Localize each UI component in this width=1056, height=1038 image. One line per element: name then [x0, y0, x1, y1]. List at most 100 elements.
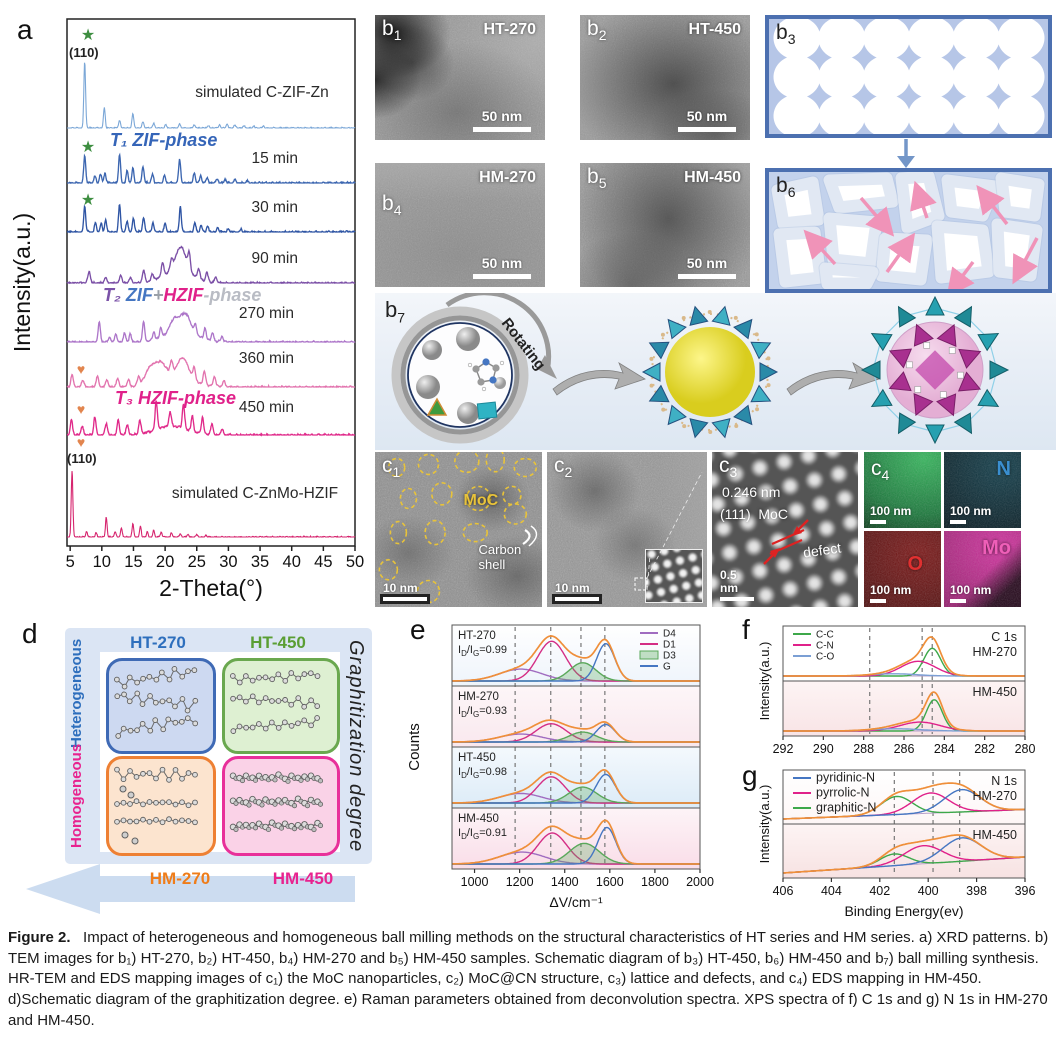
d-spacing-annotation: 0.246 nm [722, 484, 781, 500]
graphitization-degree-label: Graphitization degree [345, 640, 367, 853]
svg-text:HT-270: HT-270 [458, 630, 496, 642]
panel-tag-b6: b6 [776, 174, 796, 201]
svg-text:Binding Energy(ev): Binding Energy(ev) [844, 903, 963, 919]
svg-text:HM-270: HM-270 [973, 789, 1018, 803]
svg-text:pyridinic-N: pyridinic-N [816, 771, 875, 785]
element-symbol-n: N [996, 458, 1011, 480]
left-arrow-icon [26, 864, 355, 914]
svg-text:HM-450: HM-450 [973, 685, 1018, 699]
caption-figure-number: Figure 2. [8, 929, 71, 946]
panel-label-d: d [22, 618, 38, 649]
sample-name: HT-450 [688, 21, 741, 38]
lattice-image-c3: c3 0.246 nm (111) MoC defect 0.5 nm [712, 452, 858, 607]
scale-bar: 0.5 nm [720, 568, 754, 601]
tem-image-b1-ht270: b1 HT-270 50 nm [375, 15, 545, 140]
scale-bar: 100 nm [870, 504, 911, 524]
panel-tag-b4: b4 [382, 192, 402, 219]
svg-text:graphitic-N: graphitic-N [816, 801, 876, 815]
svg-text:pyrrolic-N: pyrrolic-N [816, 786, 869, 800]
panel-label-e: e [410, 614, 426, 645]
svg-text:ID/IG=0.93: ID/IG=0.93 [458, 705, 507, 719]
panel-label-g: g [742, 760, 758, 791]
defect-arrows-icon [763, 519, 809, 565]
scale-bar: 50 nm [678, 255, 736, 279]
element-symbol-o: O [907, 553, 923, 575]
svg-text:286: 286 [894, 742, 915, 756]
svg-text:450 min: 450 min [239, 399, 294, 416]
svg-text:20: 20 [156, 553, 174, 571]
molecule-box-ht450 [222, 658, 340, 754]
svg-text:★: ★ [81, 192, 95, 209]
caption-text: Impact of heterogeneous and homogeneous … [8, 929, 1049, 1029]
svg-text:40: 40 [283, 553, 301, 571]
scale-bar: 50 nm [678, 108, 736, 132]
svg-text:2000: 2000 [686, 875, 714, 889]
raman-chart: HT-270 ID/IG=0.99 HM-270 ID/IG=0.93 HT-450 ID… [406, 624, 714, 910]
svg-text:50: 50 [346, 553, 364, 571]
svg-text:35: 35 [251, 553, 269, 571]
svg-text:C-N: C-N [816, 641, 834, 652]
panel-tag-c4: c4 [871, 457, 890, 484]
panel-tag-b7: b7 [385, 297, 406, 326]
molecule-box-hm450 [222, 756, 340, 856]
svg-text:★: ★ [81, 27, 95, 44]
schematic-b6-milled-grains: b6 [765, 168, 1052, 293]
lattice-inset [645, 549, 703, 603]
svg-text:282: 282 [974, 742, 995, 756]
svg-text:C 1s: C 1s [991, 630, 1017, 644]
panel-tag-c1: c1 [382, 454, 401, 481]
molecule-box-hm270 [106, 756, 216, 856]
svg-text:30 min: 30 min [251, 199, 298, 216]
svg-text:400: 400 [918, 884, 939, 898]
inset-callout [634, 471, 703, 591]
hrtem-image-c2: c2 10 nm [547, 452, 707, 607]
svg-text:288: 288 [853, 742, 874, 756]
svg-text:★: ★ [81, 139, 95, 156]
molecule-box-ht270 [106, 658, 216, 754]
svg-text:C-O: C-O [816, 652, 835, 663]
svg-text:Intensity(a.u.): Intensity(a.u.) [757, 785, 772, 864]
panel-tag-b2: b2 [587, 17, 607, 44]
down-arrow-icon [897, 139, 915, 168]
svg-text:T₁ ZIF-phase: T₁ ZIF-phase [110, 130, 217, 150]
scale-bar: 100 nm [950, 504, 991, 524]
schematic-b7-ball-milling: Rotating b7 [375, 290, 1056, 450]
svg-text:HT-450: HT-450 [458, 752, 496, 764]
svg-text:♥: ♥ [77, 401, 85, 417]
tem-image-b2-ht450: b2 HT-450 50 nm [580, 15, 750, 140]
svg-text:Intensity(a.u.): Intensity(a.u.) [9, 213, 35, 352]
svg-text:ID/IG=0.98: ID/IG=0.98 [458, 766, 507, 780]
scale-bar: 10 nm [380, 581, 430, 604]
sample-name: HT-270 [483, 21, 536, 38]
hrtem-image-c1: c1 MoC Carbon shell 10 nm [375, 452, 542, 607]
svg-text:45: 45 [314, 553, 332, 571]
svg-text:404: 404 [821, 884, 842, 898]
panel-tag-c3: c3 [719, 454, 738, 481]
scale-bar: 100 nm [870, 583, 911, 603]
svg-text:♥: ♥ [77, 361, 85, 377]
svg-text:360 min: 360 min [239, 350, 294, 367]
svg-text:simulated C-ZnMo-HZIF: simulated C-ZnMo-HZIF [172, 485, 338, 502]
svg-text:simulated C-ZIF-Zn: simulated C-ZIF-Zn [195, 84, 329, 101]
svg-text:292: 292 [773, 742, 794, 756]
svg-text:Counts: Counts [406, 723, 423, 771]
element-symbol-mo: Mo [982, 537, 1011, 559]
svg-text:C-C: C-C [816, 630, 834, 641]
svg-text:15 min: 15 min [251, 150, 298, 167]
sample-name: HM-270 [479, 169, 536, 186]
scale-bar: 50 nm [473, 255, 531, 279]
moc-annotation: MoC [463, 492, 499, 510]
svg-text:270 min: 270 min [239, 305, 294, 322]
plane-annotation: (111) MoC [720, 506, 788, 522]
panel-label-f: f [742, 614, 750, 645]
svg-text:1600: 1600 [596, 875, 624, 889]
svg-text:T₃ HZIF-phase: T₃ HZIF-phase [115, 388, 236, 408]
svg-text:290: 290 [813, 742, 834, 756]
svg-text:HM-450: HM-450 [458, 813, 499, 825]
panel-label-a: a [17, 14, 33, 45]
xrd-chart: simulated C-ZIF-Zn 15 min 30 min 90 min 270 … [9, 18, 364, 601]
svg-text:G: G [663, 662, 671, 673]
